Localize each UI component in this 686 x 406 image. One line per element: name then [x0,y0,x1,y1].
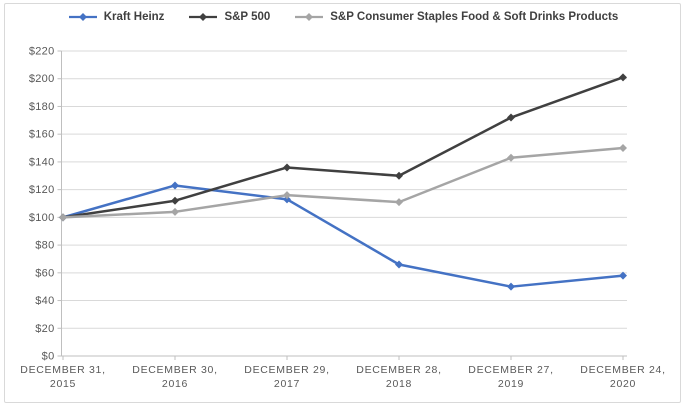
x-axis-label-line2: 2019 [498,378,524,390]
series-kraft-heinz-marker [171,181,179,190]
line-diamond-marker-icon [68,12,98,22]
legend-item-kraft-heinz: Kraft Heinz [68,11,165,23]
line-diamond-marker-icon [294,12,324,22]
x-axis-label-line2: 2017 [274,378,300,390]
y-axis-label: $220 [29,46,55,58]
y-axis-label: $200 [29,73,55,85]
series-s-p-500-marker [507,113,515,122]
x-axis-label-line1: DECEMBER 24, [580,364,665,376]
y-axis-label: $120 [29,184,55,196]
y-axis-label: $80 [35,240,54,252]
y-axis-label: $20 [35,323,54,335]
series-s-p-consumer-staples-food-soft-drinks-products-marker [283,191,291,200]
x-axis-label-line1: DECEMBER 29, [244,364,329,376]
series-kraft-heinz-marker [395,260,403,269]
series-kraft-heinz-marker [619,271,627,280]
y-axis-label: $160 [29,129,55,141]
series-s-p-consumer-staples-food-soft-drinks-products-line [61,146,625,219]
series-s-p-consumer-staples-food-soft-drinks-products-marker [59,213,67,222]
series-s-p-consumer-staples-food-soft-drinks-products-marker [171,207,179,216]
series-s-p-500-marker [619,73,627,82]
x-axis-label-line1: DECEMBER 30, [132,364,217,376]
series-kraft-heinz-line [61,184,625,288]
x-axis-label-line1: DECEMBER 27, [468,364,553,376]
series-s-p-consumer-staples-food-soft-drinks-products-marker [507,153,515,162]
series-kraft-heinz-marker [283,195,291,204]
y-axis-label: $180 [29,101,55,113]
y-axis-label: $0 [42,351,55,363]
legend-label: Kraft Heinz [103,11,165,23]
chart-legend: Kraft Heinz S&P 500 S&P Consumer Staples… [0,11,686,23]
y-axis-label: $40 [35,295,54,307]
x-axis-label-line2: 2020 [610,378,636,390]
legend-item-sp500: S&P 500 [188,11,270,23]
series-kraft-heinz-marker [507,282,515,291]
series-s-p-500-marker [171,196,179,205]
legend-label: S&P 500 [224,11,271,23]
x-axis-label-line2: 2015 [50,378,76,390]
x-axis-label-line1: DECEMBER 28, [356,364,441,376]
x-axis-label-line2: 2018 [386,378,412,390]
legend-item-consumer-staples: S&P Consumer Staples Food & Soft Drinks … [294,11,618,23]
y-axis-label: $100 [29,212,55,224]
series-s-p-500-marker [283,163,291,172]
legend-label: S&P Consumer Staples Food & Soft Drinks … [330,11,619,23]
y-axis-label: $60 [35,267,54,279]
series-s-p-consumer-staples-food-soft-drinks-products-marker [619,144,627,153]
y-axis-label: $140 [29,156,55,168]
x-axis-label-line2: 2016 [162,378,188,390]
series-s-p-consumer-staples-food-soft-drinks-products-marker [395,198,403,207]
series-s-p-500-marker [395,171,403,180]
series-s-p-500-line [61,76,625,219]
x-axis-label-line1: DECEMBER 31, [20,364,105,376]
line-diamond-marker-icon [188,12,218,22]
